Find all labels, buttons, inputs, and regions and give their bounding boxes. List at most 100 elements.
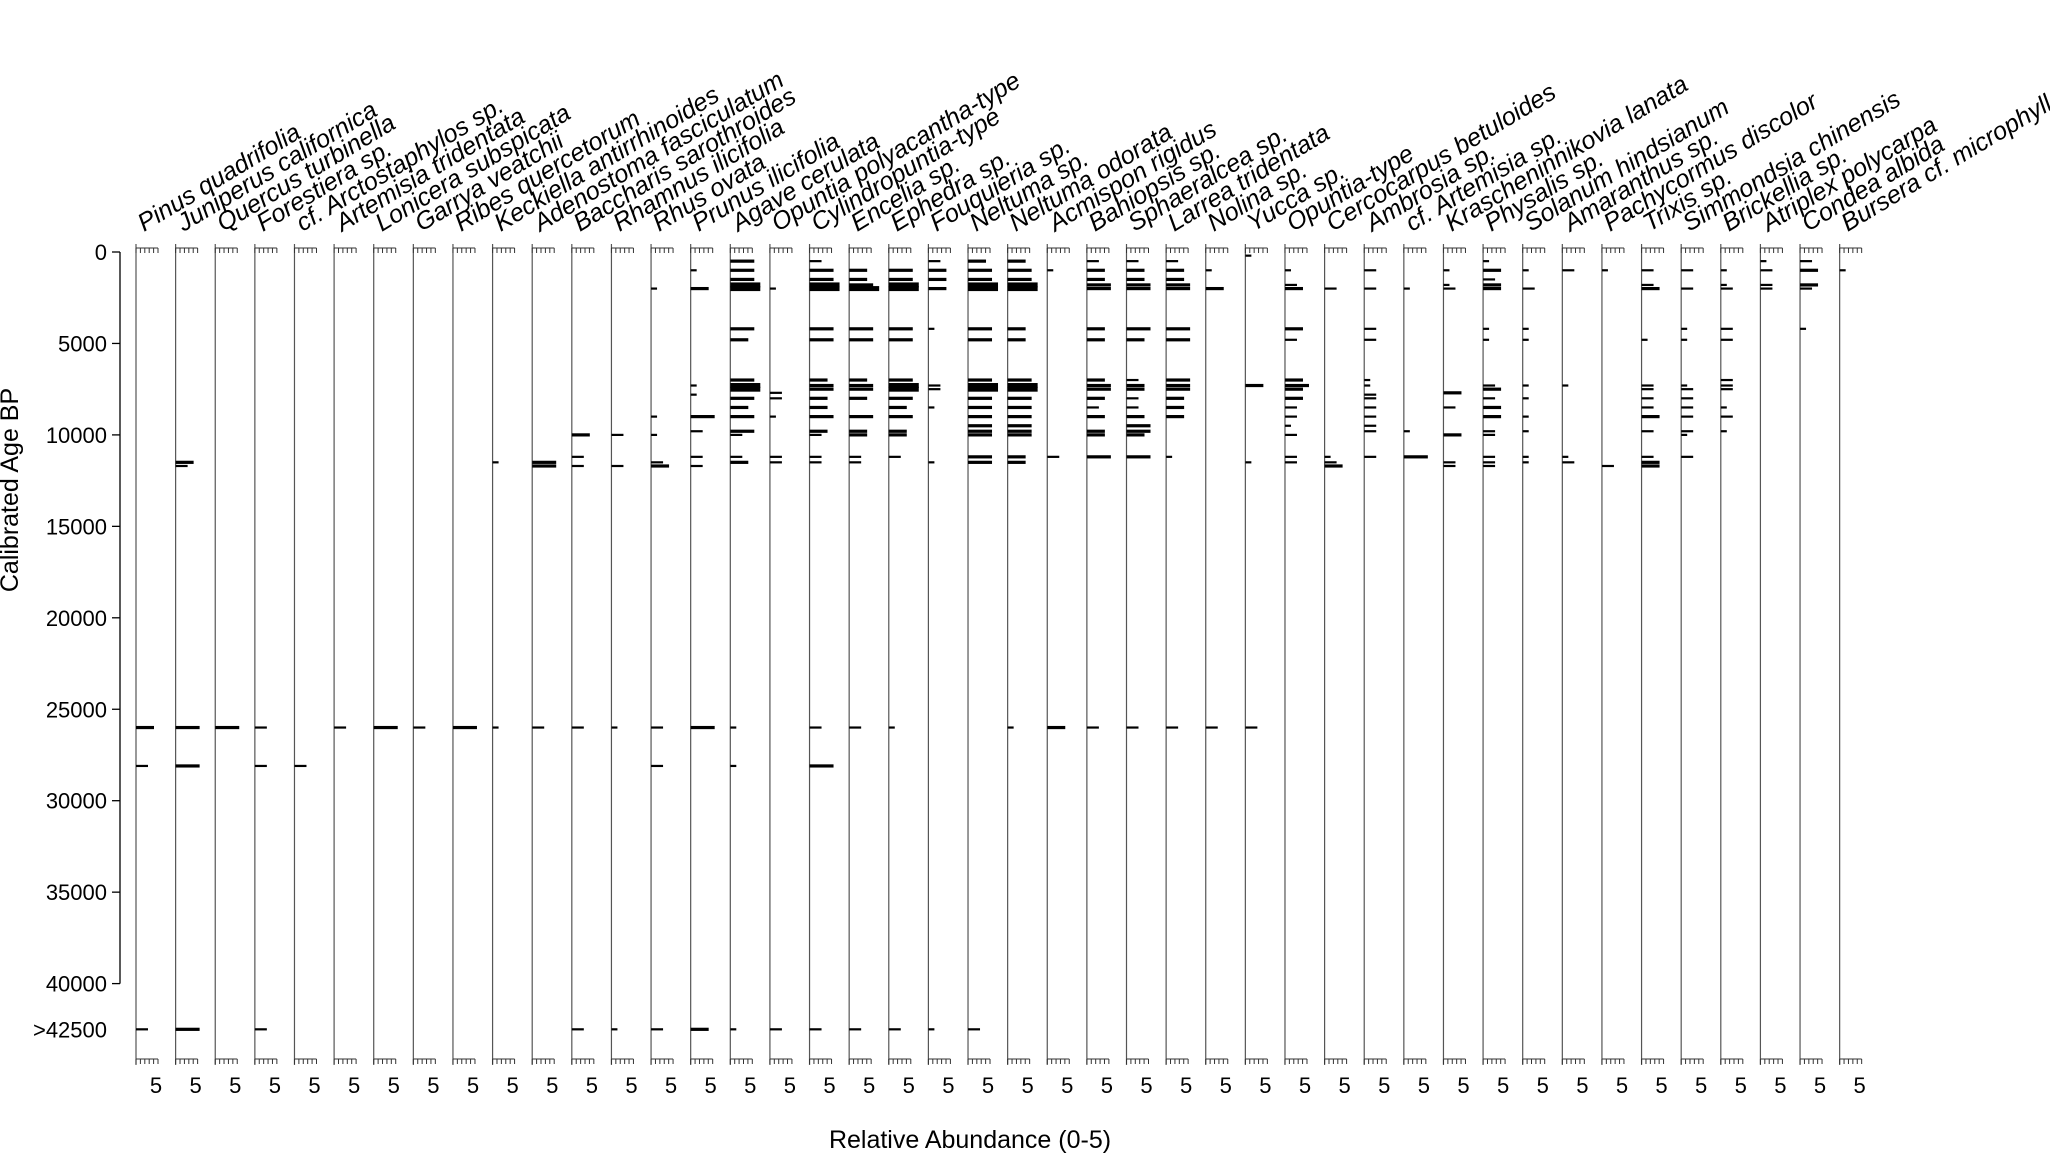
abundance-bar: [1483, 283, 1502, 287]
abundance-bar: [254, 726, 267, 729]
abundance-bar: [809, 383, 834, 388]
abundance-bar: [968, 433, 993, 437]
abundance-bar: [1720, 378, 1733, 382]
top-scale: [1007, 247, 1031, 253]
bottom-scale: [1641, 1058, 1665, 1064]
abundance-bar: [809, 433, 822, 436]
abundance-bar: [254, 764, 267, 768]
abundance-bar: [1007, 277, 1032, 282]
abundance-bar: [809, 327, 834, 331]
abundance-bar: [1483, 461, 1496, 464]
abundance-bar: [1086, 726, 1099, 729]
x-tick-label: 5: [1140, 1073, 1152, 1098]
abundance-bar: [849, 387, 874, 391]
bottom-scale: [610, 1058, 634, 1064]
x-tick-label: 5: [1774, 1073, 1786, 1098]
abundance-bar: [1284, 387, 1303, 391]
abundance-bar: [1284, 461, 1297, 464]
abundance-bar: [1284, 383, 1309, 388]
abundance-bar: [730, 455, 743, 458]
abundance-bar: [1681, 430, 1694, 433]
abundance-bar: [1483, 384, 1496, 387]
abundance-bar: [809, 461, 822, 464]
x-tick-label: 5: [1180, 1073, 1192, 1098]
abundance-bar: [968, 455, 993, 459]
y-tick-label: 35000: [46, 880, 107, 905]
top-scale: [175, 247, 199, 253]
abundance-bar: [928, 268, 947, 272]
abundance-bar: [1205, 269, 1212, 272]
abundance-bar: [928, 327, 935, 330]
abundance-bar: [1166, 338, 1191, 342]
abundance-bar: [809, 260, 822, 263]
bottom-scale: [1601, 1058, 1625, 1064]
abundance-bar: [1641, 464, 1660, 468]
abundance-bar: [1483, 455, 1496, 458]
abundance-bar: [809, 429, 828, 433]
abundance-bar: [888, 383, 919, 389]
abundance-bar: [1483, 327, 1490, 330]
abundance-bar: [1720, 287, 1733, 290]
bottom-scale: [1720, 1058, 1744, 1064]
x-tick-label: 5: [427, 1073, 439, 1098]
x-tick-label: 5: [150, 1073, 162, 1098]
x-tick-label: 5: [705, 1073, 717, 1098]
abundance-bar: [1324, 464, 1343, 468]
abundance-bar: [1522, 397, 1529, 400]
bottom-scale: [412, 1058, 436, 1064]
top-scale: [967, 247, 991, 253]
abundance-bar: [452, 725, 477, 730]
abundance-bar: [532, 464, 557, 468]
top-scale: [690, 247, 714, 253]
abundance-bar: [1364, 393, 1377, 396]
abundance-bar: [1284, 338, 1297, 341]
abundance-bar: [1126, 429, 1151, 433]
bottom-scale: [373, 1058, 397, 1064]
bottom-scale: [1324, 1058, 1348, 1064]
abundance-bar: [175, 464, 188, 468]
abundance-bar: [968, 286, 999, 292]
abundance-bar: [1086, 277, 1105, 282]
x-tick-label: 5: [1022, 1073, 1034, 1098]
abundance-bar: [1284, 415, 1297, 418]
abundance-bar: [571, 726, 584, 729]
bottom-scale: [848, 1058, 872, 1064]
abundance-bar: [254, 1028, 267, 1031]
abundance-bar: [1166, 396, 1185, 400]
bottom-scale: [1759, 1058, 1783, 1064]
x-tick-label: 5: [982, 1073, 994, 1098]
bottom-scale: [1363, 1058, 1387, 1064]
top-scale: [1363, 247, 1387, 253]
bottom-scale: [214, 1058, 238, 1064]
y-tick-label: 10000: [46, 423, 107, 448]
bottom-scale: [293, 1058, 317, 1064]
abundance-bar: [1720, 269, 1727, 272]
abundance-bar: [1403, 287, 1410, 290]
abundance-bar: [1126, 268, 1145, 272]
abundance-bar: [849, 338, 874, 342]
top-scale: [254, 247, 278, 253]
abundance-bar: [1126, 383, 1145, 388]
abundance-bar: [1800, 327, 1807, 330]
abundance-bar: [1443, 406, 1456, 409]
abundance-bar: [1284, 327, 1303, 331]
abundance-bar: [1364, 397, 1377, 400]
abundance-bar: [1443, 433, 1462, 437]
abundance-bar: [1601, 269, 1608, 272]
abundance-bar: [888, 386, 919, 392]
abundance-bar: [1086, 378, 1105, 382]
y-tick-label: 30000: [46, 789, 107, 814]
abundance-bar: [769, 1028, 782, 1031]
abundance-bar: [1483, 415, 1502, 419]
x-tick-label: 5: [1299, 1073, 1311, 1098]
abundance-bar: [373, 725, 398, 730]
abundance-bar: [968, 268, 993, 272]
abundance-bar: [1364, 415, 1377, 418]
